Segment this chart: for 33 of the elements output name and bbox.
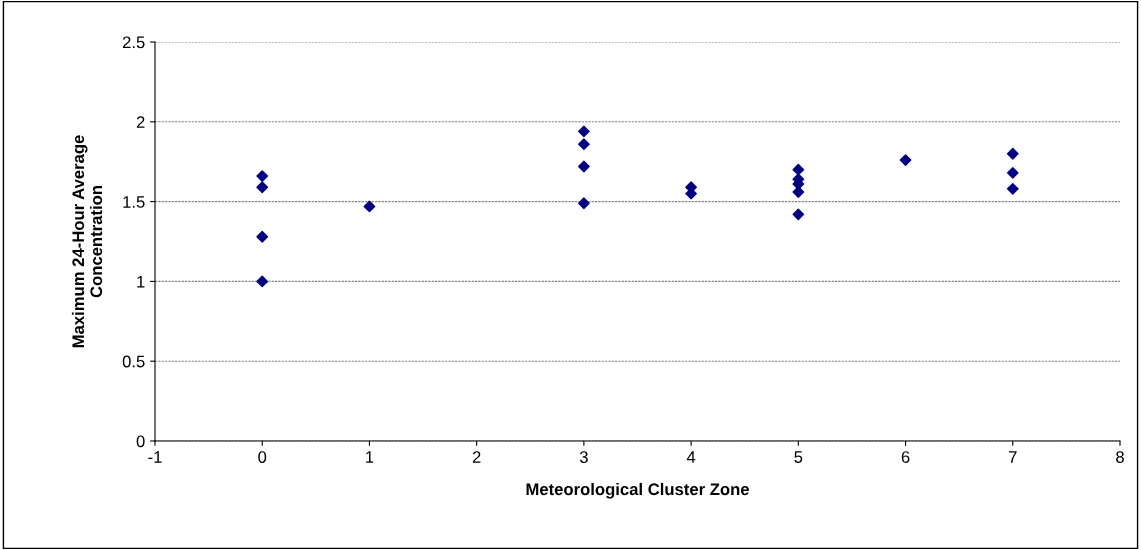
x-tick-label: 3	[579, 451, 588, 463]
x-tick-label: -1	[148, 451, 162, 463]
y-tick-label: 0	[136, 435, 145, 448]
y-tick-label: 1	[137, 275, 145, 288]
x-tick-label: 4	[686, 451, 696, 463]
point	[792, 208, 805, 221]
y-axis-title: Maximum 24-Hour Average Concentration	[71, 135, 103, 348]
x-axis-title: Meteorological Cluster Zone	[526, 482, 749, 499]
x-tick-label: 0	[258, 451, 267, 463]
x-tick-label: 6	[901, 451, 910, 463]
point	[256, 181, 269, 194]
point	[363, 200, 376, 213]
x-tick-label: 7	[1009, 451, 1017, 463]
x-tick-label: 8	[1116, 451, 1124, 463]
y-tick-label: 2	[136, 116, 145, 128]
y-tick-label: 1.5	[123, 196, 145, 208]
y-tick-label: 0.5	[122, 355, 145, 368]
x-tick-label: 5	[794, 451, 803, 463]
y-tick-label: 2.5	[122, 36, 145, 49]
point	[577, 138, 590, 151]
point	[792, 163, 805, 176]
point	[1006, 166, 1019, 179]
point	[899, 154, 912, 166]
x-tick-label: 2	[472, 451, 481, 463]
point	[577, 160, 590, 173]
point	[256, 275, 269, 288]
x-tick-label: 1	[366, 451, 374, 463]
point	[1006, 147, 1019, 160]
point	[577, 125, 590, 138]
point	[577, 197, 590, 210]
point	[256, 170, 269, 182]
point	[256, 230, 269, 243]
point	[1006, 182, 1019, 195]
